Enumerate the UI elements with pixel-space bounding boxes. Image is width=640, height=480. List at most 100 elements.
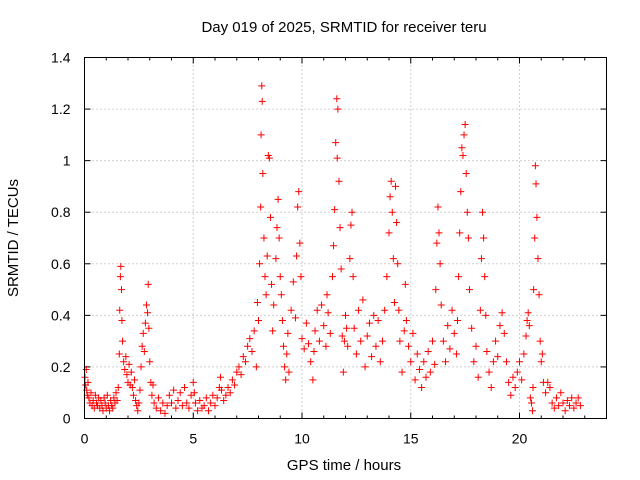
data-point <box>204 407 212 415</box>
data-point <box>343 324 351 332</box>
data-point <box>82 366 90 374</box>
data-point <box>464 234 472 242</box>
data-point <box>457 188 465 196</box>
grid-lines <box>84 57 607 419</box>
data-point <box>207 399 215 407</box>
data-point <box>266 213 274 221</box>
y-axis-title: SRMTID / TECUs <box>5 179 22 297</box>
data-point <box>259 170 267 178</box>
data-point <box>226 389 234 397</box>
data-point <box>390 298 398 306</box>
data-point <box>161 409 169 417</box>
data-point <box>237 371 245 379</box>
data-point <box>468 324 476 332</box>
data-point <box>533 213 541 221</box>
data-point <box>119 337 127 345</box>
data-point <box>505 378 513 386</box>
data-point <box>548 399 556 407</box>
data-point <box>231 381 239 389</box>
data-point <box>459 151 467 159</box>
data-point <box>492 337 500 345</box>
data-point <box>559 399 567 407</box>
data-point <box>442 358 450 366</box>
data-point <box>334 105 342 113</box>
data-point <box>324 309 332 317</box>
data-point <box>137 363 145 371</box>
data-point <box>115 350 123 358</box>
data-point <box>352 350 360 358</box>
x-axis-title: GPS time / hours <box>287 457 401 474</box>
data-point <box>224 384 232 392</box>
data-point <box>149 381 157 389</box>
data-point <box>296 239 304 247</box>
data-point <box>189 378 197 386</box>
data-point <box>257 131 265 139</box>
data-point <box>576 402 584 410</box>
data-point <box>323 291 331 299</box>
data-point <box>446 345 454 353</box>
data-point <box>172 404 180 412</box>
data-point <box>285 368 293 376</box>
data-point <box>529 384 537 392</box>
data-point <box>431 360 439 368</box>
data-point <box>109 404 117 412</box>
data-point <box>318 301 326 309</box>
data-point <box>531 234 539 242</box>
data-point <box>523 317 531 325</box>
data-point <box>411 376 419 384</box>
data-point <box>134 407 142 415</box>
data-point <box>479 208 487 216</box>
data-point <box>183 399 191 407</box>
data-point <box>359 296 367 304</box>
data-point <box>159 399 167 407</box>
data-point <box>339 368 347 376</box>
data-point <box>121 366 129 374</box>
data-point <box>200 402 208 410</box>
data-point <box>250 327 258 335</box>
data-point <box>213 394 221 402</box>
y-tick-label: 0.2 <box>51 359 71 375</box>
data-point <box>347 221 355 229</box>
data-point <box>346 255 354 263</box>
data-point <box>424 347 432 355</box>
data-point <box>118 317 126 325</box>
data-point <box>536 337 544 345</box>
data-point <box>398 368 406 376</box>
data-point <box>350 324 358 332</box>
y-tick-label: 0.6 <box>51 256 71 272</box>
data-point <box>524 309 532 317</box>
data-point <box>253 298 261 306</box>
data-point <box>378 337 386 345</box>
data-point <box>476 306 484 314</box>
data-point <box>450 329 458 337</box>
data-point <box>307 358 315 366</box>
data-point <box>218 386 226 394</box>
data-point <box>552 394 560 402</box>
x-tick-label: 0 <box>81 431 89 447</box>
data-point <box>178 402 186 410</box>
data-point <box>537 358 545 366</box>
data-point <box>284 329 292 337</box>
data-point <box>561 407 569 415</box>
data-point <box>340 337 348 345</box>
data-point <box>152 404 160 412</box>
data-point <box>494 353 502 361</box>
data-point <box>374 317 382 325</box>
data-point <box>418 384 426 392</box>
data-point <box>168 399 175 407</box>
data-point <box>289 278 297 286</box>
data-point <box>128 384 136 392</box>
data-point <box>509 373 517 381</box>
tick-labels: 0 5 10 15 20 0 0.2 0.4 0.6 0.8 1 1.2 1.4 <box>51 50 527 447</box>
data-point <box>103 391 111 399</box>
data-point <box>525 322 533 330</box>
data-point <box>273 224 281 232</box>
data-point <box>228 376 236 384</box>
data-point <box>513 368 521 376</box>
data-point <box>281 363 289 371</box>
data-point <box>163 402 171 410</box>
data-point <box>452 350 460 358</box>
data-point <box>142 301 150 309</box>
data-point <box>574 394 582 402</box>
data-point <box>326 329 334 337</box>
